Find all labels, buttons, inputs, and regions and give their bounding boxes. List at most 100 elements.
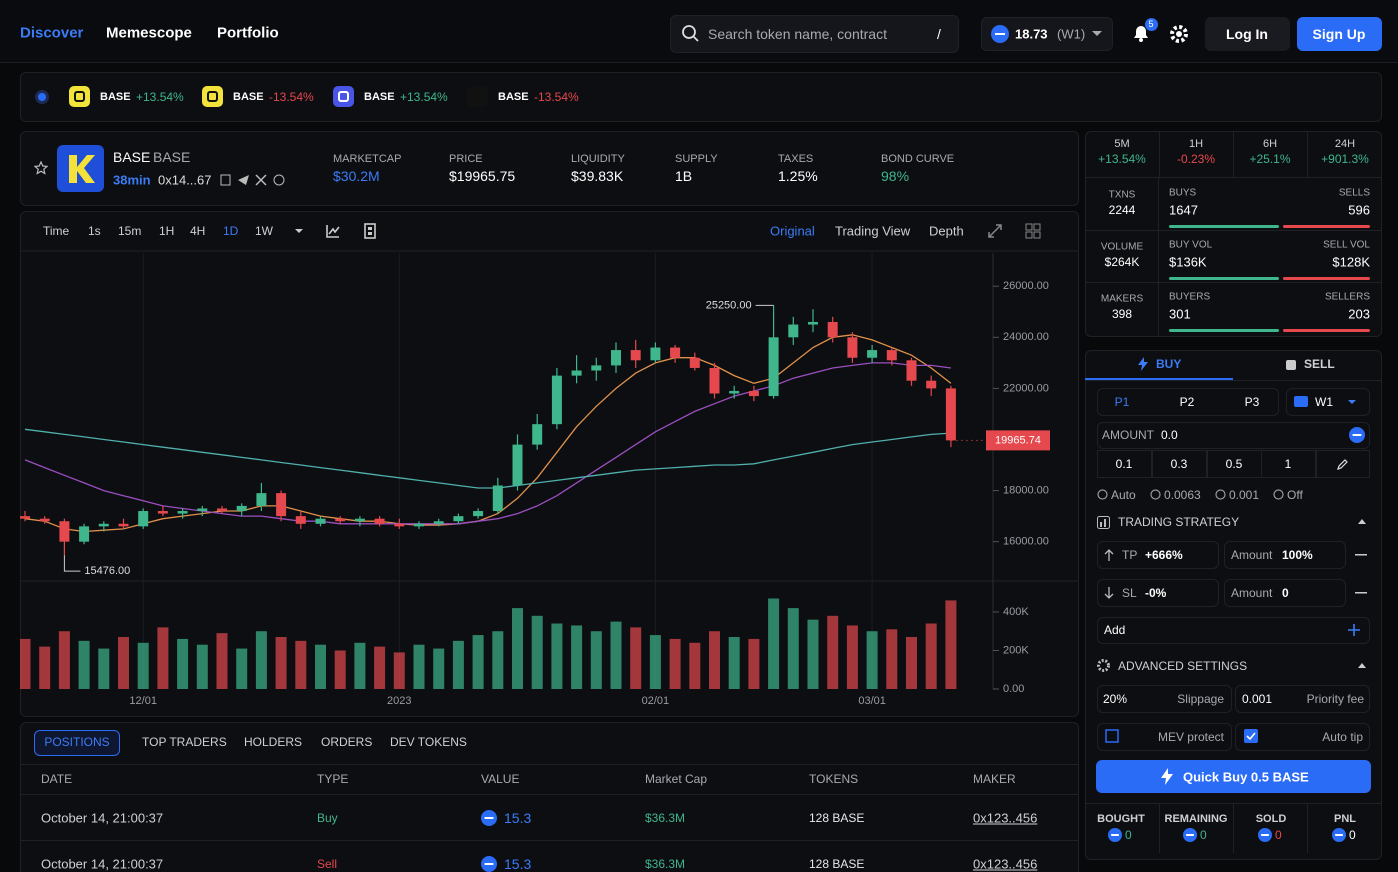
volume-bar (531, 615, 543, 689)
sell-bar (1283, 277, 1370, 280)
volume-bar (866, 631, 878, 689)
settings-icon[interactable] (1169, 24, 1189, 44)
candle-body (808, 321, 818, 325)
positions-tab[interactable]: POSITIONS (44, 735, 110, 749)
strategy-input[interactable] (1097, 541, 1219, 569)
quick-amount-button[interactable] (1261, 450, 1316, 478)
strategy-amount-input[interactable] (1224, 579, 1346, 607)
volume-bar (374, 646, 386, 689)
ticker-change: -13.54% (269, 90, 314, 104)
stat-label: SUPPLY (675, 153, 718, 165)
search-box[interactable] (670, 15, 959, 53)
checkbox-checked (1244, 729, 1258, 743)
sell-value: $128K (1332, 254, 1370, 270)
quick-amount-button[interactable] (1316, 450, 1370, 478)
view-option[interactable]: Original (770, 223, 815, 239)
positions-tab[interactable]: ORDERS (321, 735, 373, 749)
token-logo (57, 145, 104, 192)
balance-box[interactable] (981, 17, 1113, 51)
preset-option[interactable]: P1 (1114, 395, 1130, 409)
candle-body (59, 521, 70, 542)
nav-link[interactable]: Portfolio (217, 24, 279, 42)
candle-body (926, 380, 937, 389)
quick-amount[interactable]: 0.5 (1225, 457, 1243, 471)
balance: 18.73 (1015, 26, 1048, 42)
strategy-amount-input[interactable] (1224, 541, 1346, 569)
ticker-bar (20, 72, 1382, 122)
setting-value: Auto (1111, 488, 1136, 502)
add-label[interactable]: Add (1104, 623, 1126, 637)
quick-amount-button[interactable] (1152, 450, 1207, 478)
bell-icon[interactable] (1130, 22, 1152, 44)
interval-option: Time (43, 224, 70, 238)
interval-option[interactable]: 15m (118, 224, 142, 238)
volume-bar (98, 648, 110, 689)
interval-option[interactable]: 1W (255, 224, 273, 238)
amount-input[interactable] (1097, 422, 1370, 449)
bolt-icon (1161, 768, 1173, 785)
view-option[interactable]: Trading View (835, 223, 911, 239)
candle-body (867, 350, 878, 358)
buy-value: $136K (1169, 254, 1207, 270)
candle-body (630, 350, 641, 361)
login-label[interactable]: Log In (1226, 26, 1268, 42)
login-button[interactable] (1205, 17, 1290, 51)
positions-tab[interactable]: HOLDERS (244, 735, 303, 749)
positions-tab-active[interactable] (34, 730, 120, 756)
strategy-value: -0% (1145, 586, 1167, 600)
positions-tab[interactable]: TOP TRADERS (142, 735, 227, 749)
setting-icon (1097, 489, 1108, 500)
signup-button[interactable] (1297, 17, 1382, 51)
preset-option[interactable]: P2 (1179, 395, 1195, 409)
buy-label: BUYS (1169, 187, 1197, 199)
cell-divider (1159, 803, 1160, 853)
candle-body (394, 523, 405, 527)
view-option[interactable]: Depth (929, 223, 964, 239)
buy-tab[interactable]: BUY (1156, 357, 1182, 371)
preset-option[interactable]: P3 (1244, 395, 1260, 409)
table-header: Market Cap (645, 772, 708, 786)
quick-buy-button[interactable] (1096, 760, 1371, 793)
quick-amount-button[interactable] (1097, 450, 1152, 478)
nav-link[interactable]: Discover (20, 24, 84, 42)
coin-icon (1349, 427, 1365, 443)
volume-bar (709, 631, 720, 689)
add-button[interactable] (1097, 617, 1370, 644)
volume-bar (846, 625, 858, 689)
moving-average-line (24, 334, 952, 533)
bag-icon (1286, 360, 1296, 370)
row-divider (1085, 177, 1382, 178)
signup-label[interactable]: Sign Up (1312, 26, 1366, 42)
interval-option[interactable]: 1s (88, 224, 101, 238)
mev-toggle[interactable] (1097, 723, 1232, 751)
quick-amount-button[interactable] (1207, 450, 1262, 478)
volume-bar (236, 648, 248, 689)
strategy-value: +666% (1145, 548, 1183, 562)
quick-amount[interactable]: 1 (1284, 457, 1292, 471)
ticker-change: +13.54% (136, 90, 184, 104)
quick-buy-label[interactable]: Quick Buy 0.5 BASE (1183, 769, 1309, 785)
buy-bar (1169, 225, 1279, 228)
sell-label: SELL VOL (1323, 239, 1370, 251)
period-change: +13.54% (1098, 152, 1146, 166)
preset-group[interactable] (1097, 388, 1279, 416)
quick-amount[interactable]: 0.1 (1115, 457, 1133, 471)
candle-body (571, 370, 582, 376)
interval-option[interactable]: 1H (159, 224, 175, 238)
amount-label: AMOUNT (1102, 428, 1154, 442)
nav-link[interactable]: Memescope (106, 24, 192, 42)
strategy-input[interactable] (1097, 579, 1219, 607)
candle-body (256, 493, 267, 506)
buy-bar (1169, 277, 1279, 280)
interval-option[interactable]: 4H (190, 224, 206, 238)
quick-amount[interactable]: 0.3 (1170, 457, 1188, 471)
auto-tip-toggle[interactable] (1235, 723, 1370, 751)
coin-icon (1183, 828, 1197, 842)
table-header: TOKENS (809, 772, 859, 786)
token-icon (69, 86, 90, 107)
priority-fee-input[interactable] (1235, 685, 1370, 713)
slippage-input[interactable] (1097, 685, 1232, 713)
sell-tab[interactable]: SELL (1304, 357, 1335, 371)
positions-tab[interactable]: DEV TOKENS (390, 735, 467, 749)
interval-option[interactable]: 1D (223, 224, 239, 238)
